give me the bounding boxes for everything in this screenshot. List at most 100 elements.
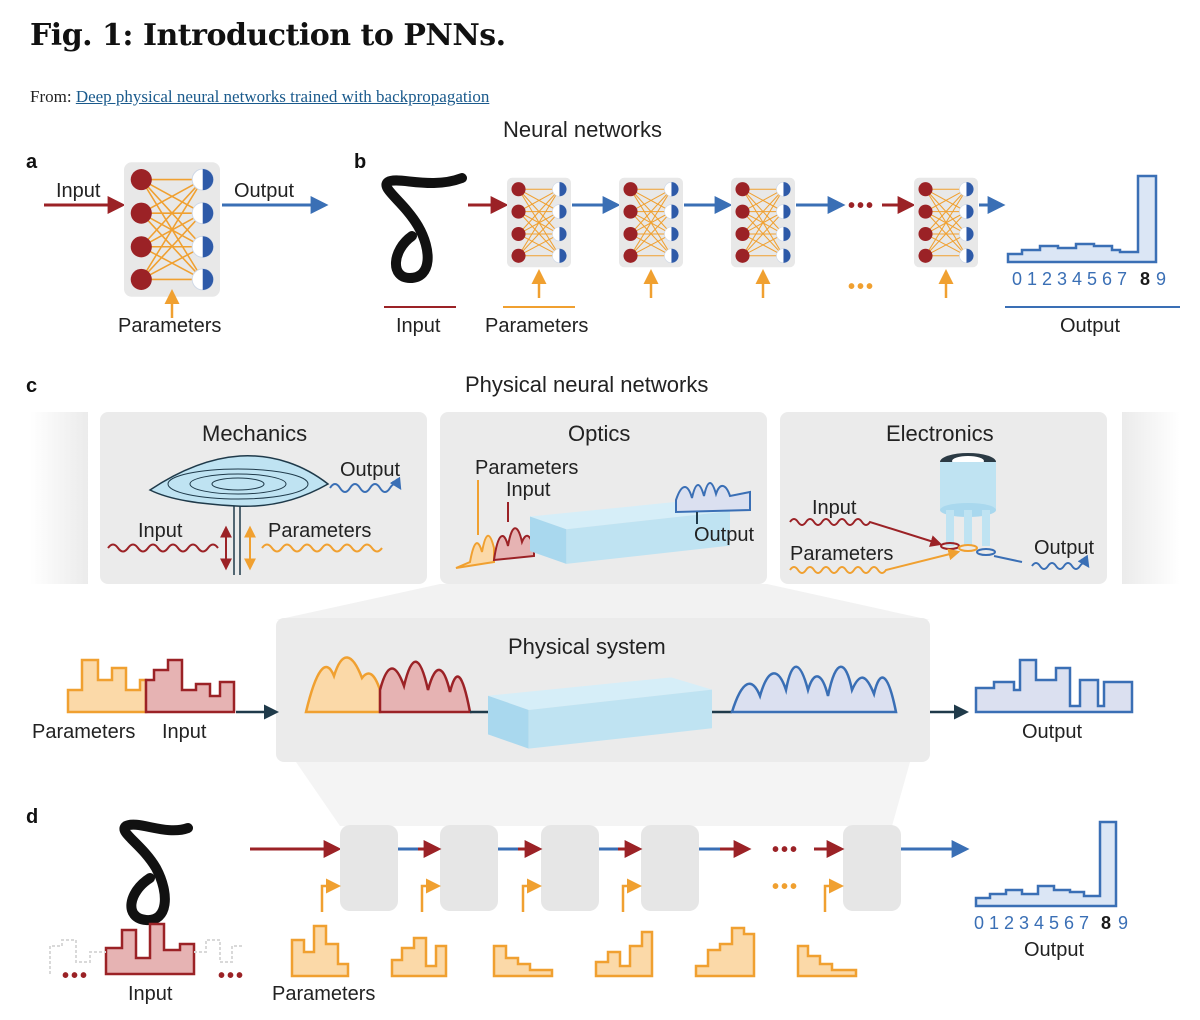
physical-neural-networks-title: Physical neural networks xyxy=(465,372,708,397)
optics-output-signal xyxy=(675,482,751,514)
panel-b-output-histogram xyxy=(1006,174,1158,264)
panel-d-parameter-ellipsis: ••• xyxy=(772,876,799,898)
electronics-input-wave xyxy=(789,518,943,547)
panel-d-digit-3: 3 xyxy=(1019,913,1029,933)
optics-parameter-signal xyxy=(455,534,495,569)
panel-d-digit-labels: 0 1 2 3 4 5 6 7 8 9 xyxy=(974,913,1128,933)
physical-system-input-signal xyxy=(378,660,472,714)
physical-system-card: Physical system xyxy=(276,618,930,762)
panel-d-input-ellipsis-right: ••• xyxy=(218,965,245,987)
electronics-parameters-label: Parameters xyxy=(790,543,893,565)
physical-system-input-label: Input xyxy=(162,721,207,743)
panel-b-digit-5: 5 xyxy=(1087,269,1097,289)
optics-output-label: Output xyxy=(694,524,754,546)
panel-d-digit-image xyxy=(119,819,193,925)
physical-system-parameter-signal xyxy=(304,656,382,714)
panel-d-input-histogram xyxy=(104,922,196,976)
panel-d-input-label: Input xyxy=(128,983,173,1005)
physical-system-title: Physical system xyxy=(508,634,666,659)
panel-b-digit-9: 9 xyxy=(1156,269,1166,289)
panel-b-digit-8: 8 xyxy=(1140,269,1150,289)
panel-b-input-label: Input xyxy=(396,315,441,337)
panel-a-parameters-label: Parameters xyxy=(118,315,221,337)
panel-d-parameter-histogram-3 xyxy=(492,944,554,978)
panel-b-layer-3 xyxy=(731,177,795,268)
panel-b-output-label: Output xyxy=(1060,315,1120,337)
mechanics-plate-illustration xyxy=(148,455,330,575)
panel-d-output-histogram xyxy=(974,820,1118,908)
panel-d-input-histogram-ghost xyxy=(49,939,242,974)
electronics-output-wave xyxy=(993,556,1088,569)
panel-d-system-1 xyxy=(340,825,398,911)
panel-b-digit-3: 3 xyxy=(1057,269,1067,289)
panel-d-digit-7: 7 xyxy=(1079,913,1089,933)
panel-b-letter: b xyxy=(354,151,366,173)
panel-b-digit-labels: 0 1 2 3 4 5 6 7 8 9 xyxy=(1012,269,1166,289)
panel-d-parameter-histogram-5 xyxy=(694,926,756,978)
panel-d-chain-ellipsis: ••• xyxy=(772,839,799,861)
panel-b-layer-2 xyxy=(619,177,683,268)
panel-b-digit-6: 6 xyxy=(1102,269,1112,289)
physical-system-input-histogram xyxy=(144,658,236,714)
panel-b-digit-7: 7 xyxy=(1117,269,1127,289)
electronics-input-label: Input xyxy=(812,497,857,519)
optics-card: Optics Parameters Input Output xyxy=(440,412,767,584)
panel-c-right-fade xyxy=(1122,412,1180,584)
mechanics-output-wave xyxy=(329,476,402,493)
panel-d-parameter-histogram-4 xyxy=(594,930,654,978)
mechanics-parameters-label: Parameters xyxy=(268,520,371,542)
panel-b-layer-1 xyxy=(507,177,571,268)
panel-d-digit-2: 2 xyxy=(1004,913,1014,933)
panel-d-parameter-histogram-6 xyxy=(796,944,858,978)
panel-a-output-label: Output xyxy=(234,180,294,202)
mechanics-title: Mechanics xyxy=(202,421,307,446)
panel-d-system-2 xyxy=(440,825,498,911)
panel-b-digit-1: 1 xyxy=(1027,269,1037,289)
panel-b-digit-image xyxy=(381,173,467,284)
optics-parameters-label: Parameters xyxy=(475,457,578,479)
panel-a-input-label: Input xyxy=(56,180,101,202)
panel-d-parameter-histogram-2 xyxy=(390,936,448,978)
physical-system-output-label: Output xyxy=(1022,721,1082,743)
physical-system-parameters-label: Parameters xyxy=(32,721,135,743)
panel-a-neural-net xyxy=(124,162,220,297)
mechanics-card: Mechanics Output Input Parameters xyxy=(100,412,427,584)
neural-networks-title: Neural networks xyxy=(503,117,662,142)
source-article-link[interactable]: Deep physical neural networks trained wi… xyxy=(75,87,490,106)
system-to-chain-funnel xyxy=(296,762,910,826)
panel-b-digit-4: 4 xyxy=(1072,269,1082,289)
mechanics-output-label: Output xyxy=(340,459,400,481)
transistor-illustration xyxy=(940,453,996,556)
figure-header: Fig. 1: Introduction to PNNs. From: Deep… xyxy=(30,18,1170,107)
panel-d-digit-0: 0 xyxy=(974,913,984,933)
mechanics-input-label: Input xyxy=(138,520,183,542)
panel-d-parameter-histograms xyxy=(290,924,858,978)
panel-d-system-5 xyxy=(843,825,901,911)
optics-title: Optics xyxy=(568,421,630,446)
figure-title: Fig. 1: Introduction to PNNs. xyxy=(30,18,506,53)
panel-a-letter: a xyxy=(26,151,38,173)
panel-d-letter: d xyxy=(26,806,38,828)
source-prefix: From: xyxy=(30,87,72,106)
panel-b-layer-4 xyxy=(914,177,978,268)
mechanics-parameter-wave xyxy=(261,543,383,553)
panel-d-system-4 xyxy=(641,825,699,911)
panel-d-system-3 xyxy=(541,825,599,911)
panel-d-input-ellipsis-left: ••• xyxy=(62,965,89,987)
panel-d-digit-4: 4 xyxy=(1034,913,1044,933)
electronics-card: Electronics Input Parameters Output xyxy=(780,412,1107,584)
mechanics-input-wave xyxy=(107,543,219,553)
physical-system-output-histogram xyxy=(974,658,1134,714)
electronics-output-label: Output xyxy=(1034,537,1094,559)
panel-d-parameter-histogram-1 xyxy=(290,924,350,978)
panel-d-parameters-label: Parameters xyxy=(272,983,375,1005)
panel-d-digit-8: 8 xyxy=(1101,913,1111,933)
optics-to-system-funnel xyxy=(276,584,930,620)
panel-d-digit-6: 6 xyxy=(1064,913,1074,933)
panel-b-digit-0: 0 xyxy=(1012,269,1022,289)
panel-c-left-fade xyxy=(30,412,88,584)
panel-b-parameter-arrows xyxy=(531,269,954,298)
source-line: From: Deep physical neural networks trai… xyxy=(30,87,1170,107)
panel-d-parameter-arrows xyxy=(320,878,844,912)
